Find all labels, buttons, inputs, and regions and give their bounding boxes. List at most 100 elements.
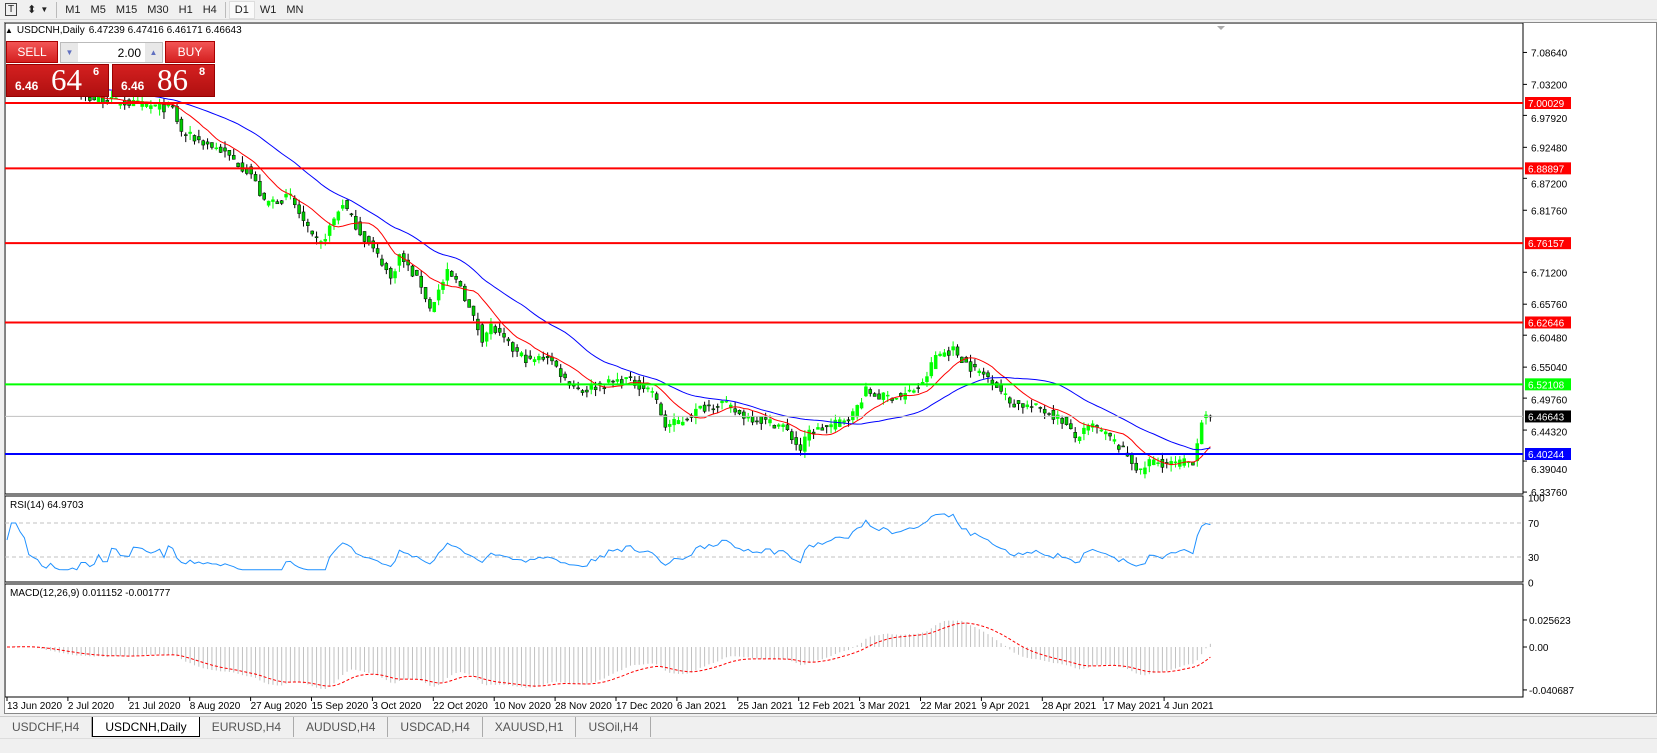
candle-body	[711, 408, 716, 411]
candle-body	[602, 387, 607, 390]
date-axis-label: 6 Jan 2021	[677, 701, 727, 712]
date-axis-label: 25 Jan 2021	[738, 701, 793, 712]
timeframe-d1[interactable]: D1	[228, 0, 255, 19]
date-axis-label: 22 Oct 2020	[433, 701, 488, 712]
candle-body	[258, 180, 262, 196]
candle	[877, 389, 881, 400]
price-label-bg	[1525, 162, 1571, 175]
candle	[484, 331, 489, 347]
timeframe-m1[interactable]: M1	[65, 3, 81, 16]
candle	[118, 104, 123, 109]
sell-button[interactable]: SELL	[6, 41, 58, 63]
candle	[755, 416, 759, 425]
buy-price[interactable]: 6.46 86 8	[112, 63, 215, 97]
candle-body	[942, 352, 947, 357]
candle-body	[306, 221, 310, 226]
candle	[436, 284, 441, 306]
candle	[707, 399, 711, 412]
sell-price[interactable]: 6.46 64 6	[6, 63, 109, 97]
candle-body	[545, 356, 550, 359]
chart-window[interactable]: 7.00029 6.88897 6.76157 6.62646 6.52108 6.402…	[4, 22, 1657, 714]
candle	[711, 404, 716, 415]
candle-body	[554, 360, 559, 367]
main-pane	[5, 23, 1524, 495]
candle-body	[471, 305, 476, 316]
candle	[1016, 400, 1021, 411]
arrows-tool-button[interactable]: ⬍ ▼	[22, 1, 53, 19]
candle-body	[881, 392, 886, 400]
candle-body	[803, 436, 807, 452]
candle-body	[454, 276, 458, 280]
candle-body	[1112, 439, 1117, 442]
tab-usdchf-h4[interactable]: USDCHF,H4	[0, 717, 93, 737]
timeframe-m5[interactable]: M5	[90, 3, 106, 16]
candle	[515, 344, 519, 357]
candle	[349, 212, 354, 217]
tab-usoil-h4[interactable]: USOil,H4	[576, 717, 652, 737]
buy-button[interactable]: BUY	[165, 41, 215, 63]
price-axis-label: 6.81760	[1531, 206, 1568, 217]
text-tool-button[interactable]: T	[0, 1, 22, 19]
candle	[576, 381, 580, 391]
candle-body	[611, 380, 615, 383]
candle-body	[790, 431, 794, 441]
candle-body	[314, 236, 319, 239]
timeframe-w1[interactable]: W1	[259, 3, 277, 16]
candle-body	[1042, 408, 1047, 414]
candle-body	[1047, 413, 1051, 415]
timeframe-h4[interactable]: H4	[202, 3, 217, 16]
candle	[480, 323, 484, 347]
candle	[354, 209, 358, 231]
candle-body	[249, 166, 253, 175]
candle	[1051, 405, 1056, 425]
candle	[184, 132, 188, 143]
price-label-text: 6.62646	[1528, 318, 1565, 329]
candle	[646, 386, 650, 393]
candle	[476, 312, 480, 336]
candle-body	[1103, 431, 1108, 435]
candle-body	[720, 400, 724, 404]
candle	[236, 162, 240, 168]
candle-body	[1012, 403, 1016, 408]
candle	[968, 354, 973, 378]
candle-body	[1051, 409, 1056, 420]
candle	[188, 125, 192, 141]
candle	[772, 424, 777, 429]
candle	[532, 356, 537, 366]
timeframe-mn[interactable]: MN	[286, 3, 304, 16]
candle	[977, 368, 982, 377]
candle-body	[615, 379, 620, 382]
buy-label: BUY	[177, 45, 203, 59]
candle-body	[1003, 393, 1008, 395]
candle-body	[1038, 407, 1043, 409]
tab-eurusd-h4[interactable]: EURUSD,H4	[200, 717, 295, 737]
candle	[624, 377, 628, 384]
candle-body	[1195, 443, 1200, 462]
candle-body	[1134, 462, 1138, 471]
candle	[419, 270, 423, 295]
lot-size-input[interactable]: 2.00	[117, 46, 141, 60]
candle	[894, 397, 899, 400]
candle	[1143, 461, 1147, 479]
candle-body	[667, 423, 672, 427]
tab-usdcad-h4[interactable]: USDCAD,H4	[388, 717, 483, 737]
candle-body	[210, 142, 214, 148]
candle-body	[580, 390, 585, 393]
candle-body	[624, 377, 628, 380]
timeframe-m30[interactable]: M30	[147, 3, 169, 16]
chart-canvas[interactable]: 7.00029 6.88897 6.76157 6.62646 6.52108 6.402…	[5, 23, 1657, 715]
candle-body	[393, 271, 397, 279]
tab-usdcnh-daily[interactable]: USDCNH,Daily	[92, 717, 200, 737]
decrease-lot-button[interactable]: ▼	[61, 43, 78, 62]
increase-lot-button[interactable]: ▲	[145, 43, 162, 62]
candle	[1208, 414, 1213, 422]
tab-xauusd-h1[interactable]: XAUUSD,H1	[483, 717, 577, 737]
timeframe-h1[interactable]: H1	[178, 3, 193, 16]
timeframe-m15[interactable]: M15	[115, 3, 138, 16]
tab-audusd-h4[interactable]: AUDUSD,H4	[294, 717, 389, 737]
lot-size-stepper[interactable]: ▼ 2.00 ▲	[60, 42, 163, 63]
candle	[393, 268, 397, 284]
candle-body	[201, 140, 205, 146]
candle-body	[907, 389, 912, 392]
chart-tabs: USDCHF,H4 USDCNH,Daily EURUSD,H4 AUDUSD,H4 U…	[0, 716, 1657, 738]
